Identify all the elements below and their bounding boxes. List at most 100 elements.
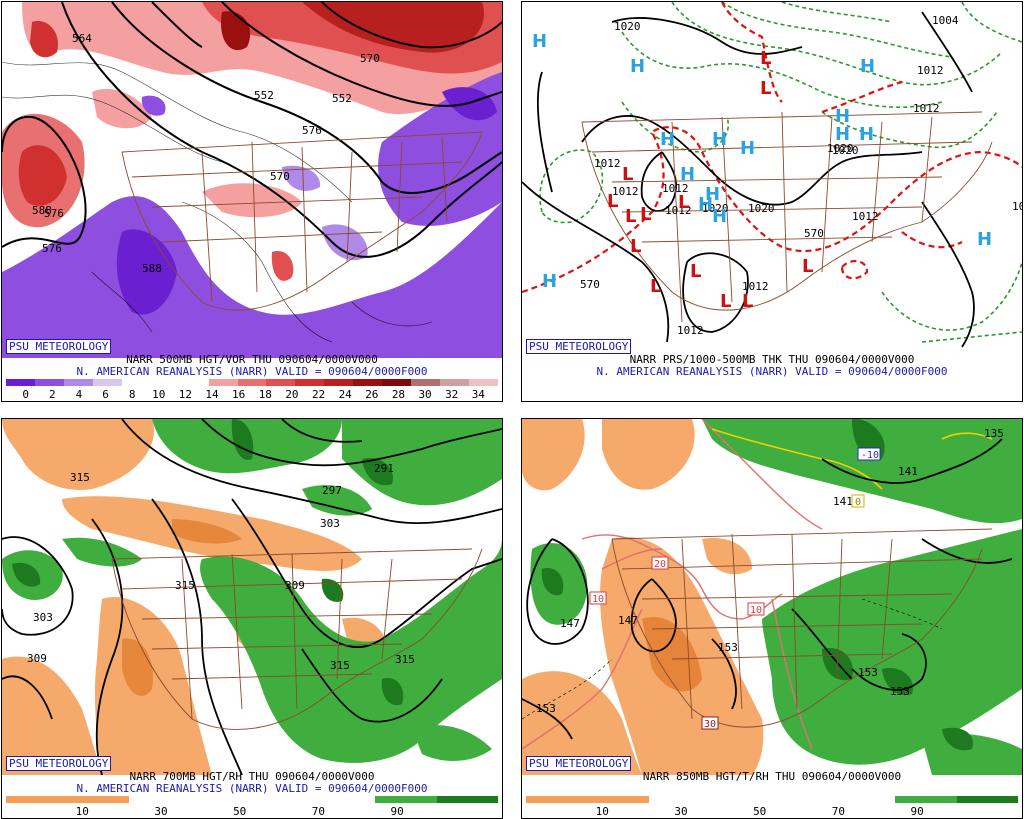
high-pressure-marker: H xyxy=(835,106,850,127)
panel-title: NARR 850MB HGT/T/RH THU 090604/0000V000 xyxy=(642,770,902,783)
colorbar-ticks: 10 30 50 70 90 xyxy=(526,805,1018,818)
high-pressure-marker: H xyxy=(977,229,992,250)
contour-label: 147 xyxy=(560,617,580,630)
contour-label: 576 xyxy=(42,242,62,255)
low-pressure-marker: L xyxy=(802,256,813,277)
map-pressure: 1020 1004 1012 1012 1020 1012 1012 1020 … xyxy=(522,2,1022,358)
tick-label: 90 xyxy=(910,805,924,818)
panel-title: NARR 700MB HGT/RH THU 090604/0000V000 xyxy=(129,770,375,783)
high-pressure-marker: H xyxy=(705,184,720,205)
tick-label: 14 xyxy=(205,388,219,401)
low-pressure-marker: L xyxy=(678,192,689,213)
high-pressure-marker: H xyxy=(859,124,874,145)
low-pressure-marker: L xyxy=(622,164,633,185)
isobar-label: 1012 xyxy=(917,64,944,77)
tick-label: 50 xyxy=(233,805,247,818)
contour-label: 153 xyxy=(890,685,910,698)
colorbar-swatch xyxy=(353,379,383,386)
high-pressure-marker: H xyxy=(835,124,850,145)
low-pressure-marker: L xyxy=(630,236,641,257)
contour-label: 315 xyxy=(70,471,90,484)
isobar-label: 1012 xyxy=(677,324,704,337)
tick-label: 32 xyxy=(445,388,459,401)
colorbar xyxy=(6,379,498,386)
tick-label: 70 xyxy=(831,805,846,818)
psu-logo: PSU METEOROLOGY xyxy=(6,339,112,354)
tick-label: 2 xyxy=(48,388,56,401)
isobar-label: 1012 xyxy=(594,157,621,170)
colorbar-swatch xyxy=(440,379,469,386)
colorbar-swatch xyxy=(179,379,209,386)
colorbar-swatch xyxy=(295,379,325,386)
tick-label: 30 xyxy=(418,388,432,401)
colorbar-swatch xyxy=(324,379,354,386)
temp-label: -10 xyxy=(861,450,879,461)
isobar-label: 1012 xyxy=(742,280,769,293)
isobar-label: 10 xyxy=(1012,200,1022,213)
thickness-label: 570 xyxy=(580,278,600,291)
panel-title: NARR PRS/1000-500MB THK THU 090604/0000V… xyxy=(629,353,915,366)
temp-label: 0 xyxy=(855,497,861,508)
tick-label: 30 xyxy=(154,805,168,818)
high-pressure-marker: H xyxy=(660,129,675,150)
contour-label: 570 xyxy=(270,170,290,183)
colorbar-swatch xyxy=(469,379,498,386)
panel-500mb-vorticity: 552 570 576 576 588 576 588 552 570 564 … xyxy=(1,1,503,402)
low-pressure-marker: L xyxy=(690,261,701,282)
low-pressure-marker: L xyxy=(607,191,618,212)
tick-label: 18 xyxy=(258,388,272,401)
high-pressure-marker: H xyxy=(712,129,727,150)
contour-label: 141 xyxy=(833,495,853,508)
low-pressure-marker: L xyxy=(720,291,731,312)
low-pressure-marker: L xyxy=(742,291,753,312)
contour-label: 297 xyxy=(322,484,342,497)
high-pressure-marker: H xyxy=(860,56,875,77)
contour-label: 552 xyxy=(332,92,352,105)
colorbar-ticks: 0 2 4 6 8 10 12 14 16 18 20 22 24 26 28 30 32 34 xyxy=(6,388,498,401)
contour-label: 570 xyxy=(360,52,380,65)
tick-label: 10 xyxy=(152,388,166,401)
temp-label: 20 xyxy=(654,559,666,570)
isobar-label: 1020 xyxy=(827,142,854,155)
isobar-label: 1012 xyxy=(852,210,879,223)
panel-title: NARR 500MB HGT/VOR THU 090604/0000V000 xyxy=(126,353,378,366)
high-pressure-marker: H xyxy=(698,194,713,215)
psu-logo: PSU METEOROLOGY xyxy=(526,756,632,771)
tick-label: 30 xyxy=(674,805,688,818)
contour-label: 309 xyxy=(285,579,305,592)
contour-label: 576 xyxy=(44,207,64,220)
colorbar xyxy=(6,796,498,803)
isobar-label: 1012 xyxy=(665,204,692,217)
panel-850mb-temp-rh: 147 147 153 153 153 153 141 141 135 -10 … xyxy=(521,418,1023,819)
psu-logo: PSU METEOROLOGY xyxy=(526,339,632,354)
tick-label: 0 xyxy=(22,388,29,401)
high-pressure-marker: H xyxy=(542,271,557,292)
panel-pressure-thickness: 1020 1004 1012 1012 1020 1012 1012 1020 … xyxy=(521,1,1023,402)
contour-label: 147 xyxy=(618,614,638,627)
panel-subtitle: N. AMERICAN REANALYSIS (NARR) VALID = 09… xyxy=(596,365,948,378)
temp-label: 10 xyxy=(592,594,604,605)
tick-label: 22 xyxy=(311,388,326,401)
colorbar-swatch xyxy=(411,379,441,386)
thickness-label: 570 xyxy=(804,227,824,240)
colorbar-swatch xyxy=(92,379,122,386)
contour-label: 291 xyxy=(374,462,394,475)
tick-label: 20 xyxy=(285,388,299,401)
tick-label: 10 xyxy=(595,805,609,818)
tick-label: 6 xyxy=(102,388,109,401)
tick-label: 90 xyxy=(390,805,404,818)
contour-label: 303 xyxy=(320,517,340,530)
tick-label: 26 xyxy=(365,388,379,401)
colorbar-swatch xyxy=(150,379,180,386)
temp-label: 10 xyxy=(750,605,762,616)
colorbar-ticks: 10 30 50 70 90 xyxy=(6,805,498,818)
low-pressure-marker: L xyxy=(640,204,651,225)
isobar-label: 1020 xyxy=(748,202,775,215)
high-pressure-marker: H xyxy=(740,138,755,159)
tick-label: 50 xyxy=(753,805,767,818)
tick-label: 24 xyxy=(338,388,352,401)
panel-700mb-rh: 315 297 291 303 315 309 303 309 315 315 … xyxy=(1,418,503,819)
panel-subtitle: N. AMERICAN REANALYSIS (NARR) VALID = 09… xyxy=(76,782,428,795)
high-pressure-marker: H xyxy=(630,56,645,77)
contour-label: 564 xyxy=(72,32,92,45)
